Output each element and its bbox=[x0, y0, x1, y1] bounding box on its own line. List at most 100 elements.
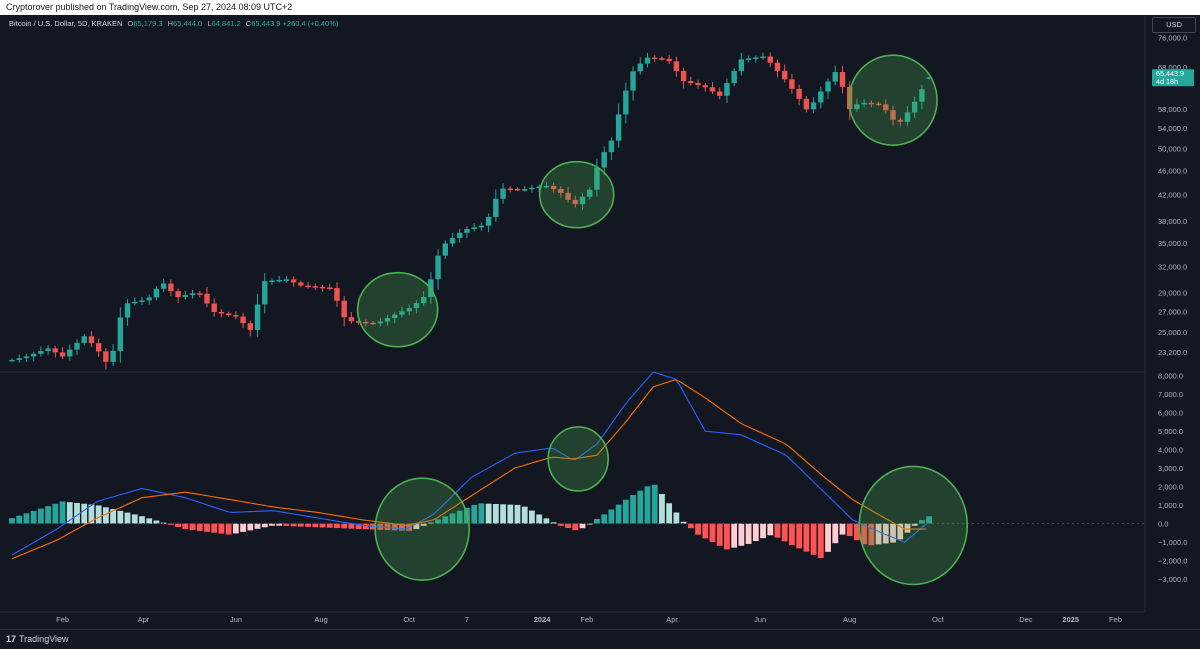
candle bbox=[189, 293, 196, 296]
candle bbox=[377, 321, 383, 324]
candle bbox=[334, 288, 340, 301]
candle bbox=[478, 225, 485, 228]
histogram-bar bbox=[420, 523, 427, 526]
time-tick-label: 2025 bbox=[1062, 615, 1079, 624]
candle bbox=[601, 152, 607, 168]
histogram-bar bbox=[305, 523, 311, 527]
candle bbox=[883, 104, 889, 111]
price-tick-label: 25,000.0 bbox=[1158, 328, 1187, 337]
candle bbox=[305, 285, 311, 288]
low-label: L bbox=[207, 19, 212, 28]
histogram-bar bbox=[247, 523, 254, 531]
histogram-bar bbox=[449, 513, 456, 524]
price-series bbox=[9, 52, 932, 370]
histogram-bar bbox=[760, 523, 766, 539]
histogram-bar bbox=[803, 523, 810, 552]
candle bbox=[832, 72, 838, 82]
histogram-bar bbox=[630, 495, 636, 524]
histogram-bar bbox=[622, 499, 629, 524]
candle bbox=[810, 102, 817, 110]
histogram-bar bbox=[507, 504, 514, 524]
candle bbox=[875, 103, 882, 106]
histogram-bar bbox=[341, 523, 348, 529]
candle bbox=[262, 281, 268, 305]
candle bbox=[543, 185, 550, 188]
histogram-bar bbox=[232, 523, 239, 534]
candle bbox=[175, 291, 181, 297]
histogram-bar bbox=[536, 514, 543, 524]
candle bbox=[738, 59, 745, 71]
candle bbox=[38, 351, 44, 354]
histogram-bar bbox=[189, 523, 196, 531]
high-value: 65,444.0 bbox=[173, 19, 203, 28]
histogram-bar bbox=[796, 523, 803, 549]
candle bbox=[132, 301, 138, 304]
candle bbox=[153, 288, 160, 298]
histogram-bar bbox=[117, 510, 124, 524]
candle bbox=[572, 199, 578, 205]
histogram-bar bbox=[167, 523, 174, 525]
histogram-bar bbox=[572, 523, 579, 531]
candle bbox=[796, 88, 802, 99]
histogram-bar bbox=[290, 523, 297, 527]
histogram-bar bbox=[724, 523, 730, 550]
currency-button[interactable]: USD bbox=[1152, 17, 1196, 33]
candle bbox=[23, 356, 30, 359]
candle bbox=[630, 71, 636, 91]
histogram-bar bbox=[550, 522, 557, 524]
histogram-bar bbox=[543, 518, 550, 524]
candle bbox=[110, 350, 116, 362]
histogram-bar bbox=[781, 523, 788, 542]
histogram-bar bbox=[131, 514, 138, 524]
annotation-circle bbox=[858, 465, 969, 586]
candle bbox=[182, 295, 189, 297]
histogram-bar bbox=[651, 484, 658, 524]
histogram-bar bbox=[565, 523, 571, 529]
candle bbox=[529, 187, 535, 190]
tradingview-logo[interactable]: 17 TradingView bbox=[6, 634, 69, 644]
histogram-bar bbox=[52, 503, 59, 524]
price-tick-label: 54,000.0 bbox=[1158, 124, 1187, 133]
histogram-bar bbox=[500, 504, 506, 524]
price-tick-label: 50,000.0 bbox=[1158, 144, 1187, 153]
candle bbox=[197, 293, 203, 295]
histogram-bar bbox=[738, 523, 745, 546]
histogram-bar bbox=[825, 523, 831, 552]
histogram-bar bbox=[355, 523, 362, 529]
histogram-bar bbox=[110, 509, 117, 524]
candle bbox=[493, 198, 499, 218]
histogram-bar bbox=[326, 523, 333, 528]
candle bbox=[269, 280, 275, 283]
price-tick-label: 58,000.0 bbox=[1158, 105, 1187, 114]
high-label: H bbox=[167, 19, 174, 28]
candle bbox=[16, 358, 22, 360]
candle bbox=[283, 279, 290, 281]
macd-tick-label: 5,000.0 bbox=[1158, 427, 1183, 436]
macd-histogram bbox=[9, 484, 933, 559]
bar-countdown-label: 4d 18h bbox=[1156, 77, 1178, 86]
histogram-bar bbox=[492, 504, 499, 524]
histogram-bar bbox=[59, 501, 66, 524]
histogram-bar bbox=[731, 523, 738, 548]
histogram-bar bbox=[695, 523, 701, 535]
candle bbox=[673, 61, 680, 71]
candle bbox=[449, 238, 456, 244]
histogram-bar bbox=[297, 523, 304, 527]
candle bbox=[695, 83, 701, 86]
candle bbox=[254, 304, 261, 330]
histogram-bar bbox=[666, 503, 673, 524]
candle bbox=[623, 90, 629, 115]
histogram-bar bbox=[218, 523, 225, 534]
candle bbox=[890, 110, 896, 120]
signal-line bbox=[11, 379, 927, 560]
histogram-bar bbox=[514, 504, 521, 524]
price-tick-label: 27,000.0 bbox=[1158, 308, 1187, 317]
price-tick-label: 29,000.0 bbox=[1158, 289, 1187, 298]
annotation-circle bbox=[374, 477, 470, 581]
price-tick-label: 42,000.0 bbox=[1158, 191, 1187, 200]
histogram-bar bbox=[204, 523, 210, 532]
histogram-bar bbox=[9, 518, 15, 524]
chart-canvas[interactable]: 76,000.068,000.058,000.054,000.050,000.0… bbox=[0, 0, 1200, 630]
histogram-bar bbox=[37, 508, 44, 524]
candle bbox=[485, 217, 492, 226]
